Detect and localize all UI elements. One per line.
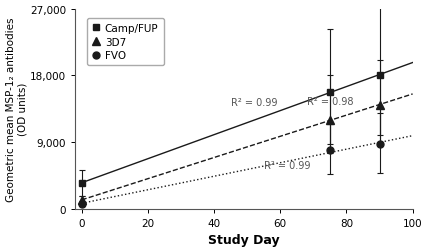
Text: R² = 0.99: R² = 0.99 [264,161,310,170]
Legend: Camp/FUP, 3D7, FVO: Camp/FUP, 3D7, FVO [87,19,163,66]
Text: R² = 0.99: R² = 0.99 [231,98,277,108]
Text: R² = 0.98: R² = 0.98 [307,96,353,106]
X-axis label: Study Day: Study Day [208,234,279,246]
Y-axis label: Geometric mean MSP-1₂ antibodies
(OD units): Geometric mean MSP-1₂ antibodies (OD uni… [6,17,27,201]
